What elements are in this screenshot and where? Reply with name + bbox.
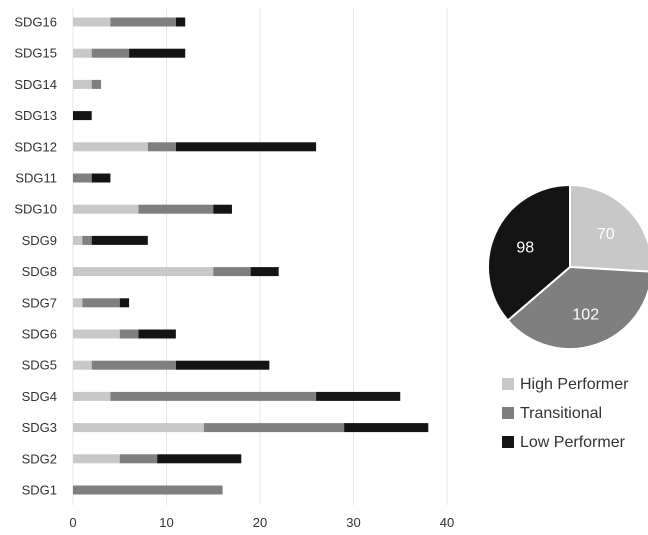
y-tick-label: SDG7	[22, 295, 57, 310]
x-tick-label: 30	[346, 515, 360, 530]
bar-sdg5-low-performer	[175, 360, 270, 370]
x-tick-label: 0	[69, 515, 76, 530]
y-tick-label: SDG5	[22, 358, 57, 373]
bar-sdg2-high-performer	[73, 454, 120, 464]
pie-value-label: 102	[572, 307, 599, 324]
grid-lines	[72, 8, 448, 505]
y-tick-label: SDG4	[22, 389, 57, 404]
y-tick-label: SDG6	[22, 327, 57, 342]
bar-sdg15-high-performer	[73, 48, 92, 58]
x-tick-label: 40	[440, 515, 454, 530]
bar-sdg4-low-performer	[316, 391, 401, 401]
y-tick-label: SDG14	[14, 77, 57, 92]
bar-sdg7-transitional	[82, 298, 120, 308]
bar-sdg7-high-performer	[73, 298, 83, 308]
y-tick-label: SDG16	[14, 15, 57, 30]
legend-label: High Performer	[520, 376, 629, 393]
bar-sdg4-transitional	[110, 391, 317, 401]
bar-sdg9-transitional	[82, 235, 92, 245]
y-tick-label: SDG9	[22, 233, 57, 248]
pie-slice-high-performer	[569, 183, 648, 273]
pie-slice-low-performer	[487, 183, 571, 322]
bar-sdg12-low-performer	[175, 142, 317, 152]
y-tick-label: SDG10	[14, 202, 57, 217]
bar-sdg12-transitional	[147, 142, 176, 152]
bar-sdg13-low-performer	[73, 111, 92, 121]
bar-sdg16-high-performer	[73, 17, 111, 27]
bar-sdg16-transitional	[110, 17, 176, 27]
y-tick-label: SDG1	[22, 483, 57, 498]
bar-sdg6-low-performer	[138, 329, 176, 339]
bar-sdg8-low-performer	[250, 267, 279, 277]
x-tick-label: 20	[253, 515, 267, 530]
bar-sdg10-high-performer	[73, 204, 139, 214]
y-tick-label: SDG3	[22, 420, 57, 435]
bar-sdg6-high-performer	[73, 329, 120, 339]
bar-sdg7-low-performer	[119, 298, 130, 308]
bar-sdg6-transitional	[119, 329, 139, 339]
y-tick-label: SDG11	[15, 171, 57, 186]
pie-chart: 70 102 98	[487, 183, 648, 350]
bar-sdg2-transitional	[119, 454, 158, 464]
bar-sdg3-transitional	[203, 423, 345, 433]
y-tick-label: SDG2	[22, 451, 57, 466]
bar-sdg1-transitional	[73, 485, 223, 495]
bar-sdg10-low-performer	[213, 204, 232, 214]
bar-sdg5-transitional	[91, 360, 176, 370]
y-axis-labels: SDG1 SDG2 SDG3 SDG4 SDG5 SDG6 SDG7 SDG8 SDG9 SDG1…	[14, 15, 57, 498]
bar-sdg11-transitional	[73, 173, 92, 183]
bar-sdg16-low-performer	[175, 17, 186, 27]
bar-sdg15-transitional	[91, 48, 130, 58]
x-tick-label: 10	[159, 515, 173, 530]
bar-sdg9-high-performer	[73, 235, 83, 245]
pie-value-label: 70	[597, 226, 615, 243]
legend-swatch-transitional	[502, 407, 514, 419]
legend: High Performer Transitional Low Performer	[502, 376, 629, 451]
y-tick-label: SDG12	[14, 139, 57, 154]
y-tick-label: SDG8	[22, 264, 57, 279]
y-tick-label: SDG15	[14, 46, 57, 61]
legend-label: Transitional	[520, 405, 602, 422]
bar-sdg14-transitional	[91, 79, 102, 89]
legend-swatch-high-performer	[502, 378, 514, 390]
legend-label: Low Performer	[520, 434, 626, 451]
bar-sdg8-high-performer	[73, 267, 214, 277]
pie-value-label: 98	[516, 239, 534, 256]
bar-sdg15-low-performer	[129, 48, 186, 58]
bar-sdg12-high-performer	[73, 142, 148, 152]
bar-sdg8-transitional	[213, 267, 251, 277]
bar-sdg11-low-performer	[91, 173, 111, 183]
bar-sdg14-high-performer	[73, 79, 92, 89]
x-axis-labels: 0 10 20 30 40	[69, 515, 454, 530]
bar-sdg3-low-performer	[344, 423, 429, 433]
y-tick-label: SDG13	[14, 108, 57, 123]
bar-sdg10-transitional	[138, 204, 214, 214]
bar-sdg4-high-performer	[73, 391, 111, 401]
bar-sdg2-low-performer	[157, 454, 242, 464]
bar-sdg3-high-performer	[73, 423, 204, 433]
legend-swatch-low-performer	[502, 436, 514, 448]
stacked-bars	[73, 17, 429, 495]
bar-sdg5-high-performer	[73, 360, 92, 370]
bar-sdg9-low-performer	[91, 235, 148, 245]
